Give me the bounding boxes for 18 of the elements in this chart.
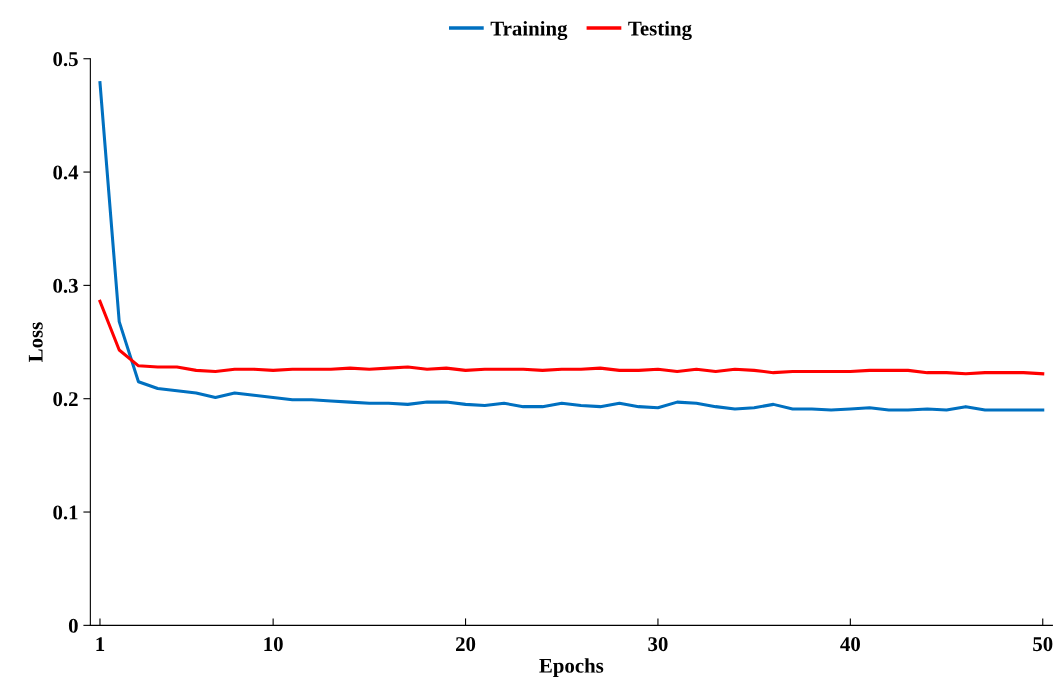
x-tick-label: 20 xyxy=(456,637,476,652)
y-tick-label: 0.1 xyxy=(53,505,78,520)
x-tick-label: 10 xyxy=(264,637,283,652)
x-tick-label: 50 xyxy=(1033,637,1053,652)
line-series xyxy=(98,299,1045,376)
x-tick-label: 40 xyxy=(840,637,860,652)
y-tick-label: 0.4 xyxy=(53,165,79,180)
legend-label: Testing xyxy=(628,20,692,40)
y-axis-title: Loss xyxy=(28,322,43,362)
x-axis-title: Epochs xyxy=(539,658,604,678)
line-series xyxy=(98,81,1045,412)
legend-label: Training xyxy=(490,20,568,40)
y-tick-label: 0.2 xyxy=(53,392,78,407)
y-tick-label: 0 xyxy=(68,618,78,633)
y-tick-label: 0.5 xyxy=(53,52,78,67)
x-tick-label: 1 xyxy=(96,637,105,651)
x-tick-label: 30 xyxy=(648,637,668,652)
y-tick-label: 0.3 xyxy=(53,278,78,293)
